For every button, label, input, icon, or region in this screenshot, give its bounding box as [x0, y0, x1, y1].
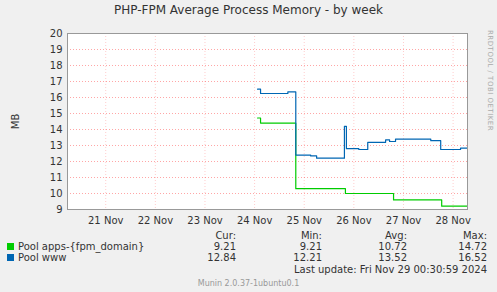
svg-text:15: 15	[50, 108, 63, 119]
svg-text:14: 14	[50, 124, 63, 135]
html-text:Pool apps-{fpm_domain}: Pool apps-{fpm_domain}	[18, 241, 145, 252]
svg-text:23 Nov: 23 Nov	[187, 215, 223, 226]
svg-text:17: 17	[50, 76, 63, 87]
html-text:10.72: 10.72	[378, 241, 407, 252]
html-text:RRDTOOL / TOBI OETIKER: RRDTOOL / TOBI OETIKER	[486, 30, 494, 132]
html-text:Munin 2.0.37-1ubuntu0.1: Munin 2.0.37-1ubuntu0.1	[197, 279, 300, 288]
svg-text:20: 20	[50, 28, 63, 39]
html-text:12.21: 12.21	[293, 252, 322, 263]
html-text:14.72: 14.72	[458, 241, 487, 252]
html-text:Min:: Min:	[300, 230, 322, 241]
svg-text:26 Nov: 26 Nov	[336, 215, 372, 226]
html-text:12.84: 12.84	[207, 252, 236, 263]
svg-text:25 Nov: 25 Nov	[287, 215, 323, 226]
svg-text:9: 9	[56, 204, 62, 215]
html-text:Avg:: Avg:	[385, 230, 407, 241]
html-text:PHP-FPM Average Process Memory: PHP-FPM Average Process Memory - by week	[113, 3, 384, 17]
html-text:16.52: 16.52	[458, 252, 487, 263]
html-text:Cur:: Cur:	[215, 230, 236, 241]
svg-text:24 Nov: 24 Nov	[237, 215, 273, 226]
svg-text:11: 11	[50, 172, 63, 183]
html-text:9.21: 9.21	[299, 241, 322, 252]
html-text:Pool www: Pool www	[18, 252, 67, 263]
svg-text:MB: MB	[10, 114, 21, 130]
svg-text:22 Nov: 22 Nov	[138, 215, 174, 226]
svg-text:10: 10	[50, 188, 63, 199]
html-text:Last update: Fri Nov 29 00:30:: Last update: Fri Nov 29 00:30:59 2024	[294, 264, 487, 275]
html-text:13.52: 13.52	[378, 252, 407, 263]
svg-text:16: 16	[50, 92, 63, 103]
svg-text:13: 13	[50, 140, 63, 151]
svg-text:21 Nov: 21 Nov	[88, 215, 124, 226]
html-text:9.21: 9.21	[213, 241, 236, 252]
svg-text:27 Nov: 27 Nov	[386, 215, 422, 226]
html-text:Max:: Max:	[463, 230, 487, 241]
svg-text:28 Nov: 28 Nov	[435, 215, 471, 226]
svg-text:19: 19	[50, 44, 63, 55]
svg-text:18: 18	[50, 60, 63, 71]
svg-text:12: 12	[50, 156, 63, 167]
